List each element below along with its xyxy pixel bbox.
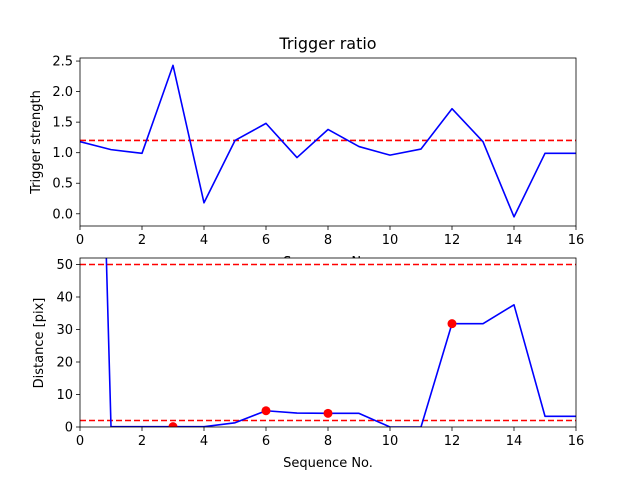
y-tick-label: 20: [56, 356, 73, 371]
x-tick-label: 16: [568, 233, 585, 248]
panel1-frame: [79, 57, 577, 227]
distance-ylabel: Distance [pix]: [32, 298, 47, 389]
outlier-marker: [447, 319, 457, 329]
x-tick-label: 8: [324, 233, 332, 248]
panel2-ticks: 0 2 4 6 8 10 12 14 16 0 10 20 30 40 50: [56, 258, 584, 449]
y-tick-label: 1.0: [52, 146, 73, 161]
outlier-marker: [323, 408, 333, 418]
panel2-xlabel: Sequence No.: [283, 456, 373, 471]
y-tick-label: 2.5: [52, 55, 73, 70]
trigger-strength-ylabel: Trigger strength: [29, 90, 44, 195]
y-tick-label: 40: [56, 291, 73, 306]
x-tick-label: 10: [382, 434, 399, 449]
x-tick-label: 0: [76, 434, 84, 449]
outlier-marker: [261, 406, 271, 416]
panel1-ticks: 0 2 4 6 8 10 12 14 16 0.0 0.5 1.0 1.5 2.0 2.5: [52, 55, 584, 248]
x-tick-label: 6: [262, 434, 270, 449]
x-tick-label: 8: [324, 434, 332, 449]
panel1-plot-marks: [80, 64, 576, 218]
y-tick-label: 2.0: [52, 85, 73, 100]
y-tick-label: 30: [56, 323, 73, 338]
x-tick-label: 6: [262, 233, 270, 248]
trigger-ratio-title: Trigger ratio: [278, 34, 376, 53]
x-tick-label: 12: [444, 233, 461, 248]
series-line: [80, 64, 576, 218]
y-tick-label: 0: [65, 421, 73, 436]
x-tick-label: 14: [506, 434, 523, 449]
trigger-ratio-panel: Trigger ratio Trigger strength Sequence …: [29, 34, 584, 270]
panel1-plot-area: [80, 58, 576, 226]
x-tick-label: 16: [568, 434, 585, 449]
y-tick-label: 1.5: [52, 116, 73, 131]
x-tick-label: 4: [200, 233, 208, 248]
x-tick-label: 4: [200, 434, 208, 449]
y-tick-label: 10: [56, 388, 73, 403]
x-tick-label: 2: [138, 233, 146, 248]
x-tick-label: 12: [444, 434, 461, 449]
distance-panel: Distance [pix] Sequence No. 0 2 4 6 8 10 12 14 1…: [32, 257, 584, 471]
x-tick-label: 14: [506, 233, 523, 248]
y-tick-label: 50: [56, 258, 73, 273]
panel2-plot-area: [80, 258, 576, 427]
x-tick-label: 10: [382, 233, 399, 248]
y-tick-label: 0.0: [52, 207, 73, 222]
outlier-marker: [168, 422, 178, 427]
x-tick-label: 0: [76, 233, 84, 248]
panel2-frame: [79, 257, 577, 428]
x-tick-label: 2: [138, 434, 146, 449]
y-tick-label: 0.5: [52, 177, 73, 192]
